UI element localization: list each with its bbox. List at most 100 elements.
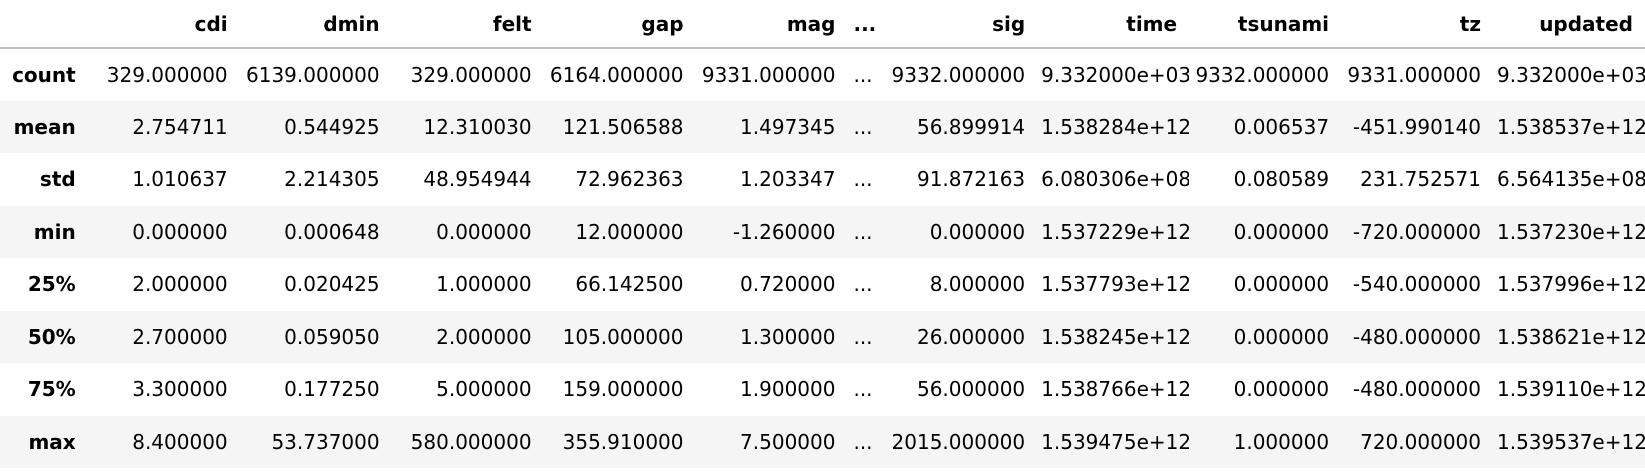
ellipsis-column-header: ... [847,0,886,49]
ellipsis-cell: ... [853,272,873,297]
table-cell: 5.000000 [436,377,532,402]
table-cell: 6.080306e+08 [1041,167,1190,192]
index-header [0,0,88,49]
table-cell: 0.544925 [284,114,380,139]
table-cell: 1.538537e+12 [1497,114,1645,139]
table-cell: 329.000000 [106,62,228,87]
row-label: 50% [27,324,76,349]
table-cell: 1.000000 [1233,429,1330,454]
table-cell: 56.899914 [916,114,1026,139]
table-cell: 9331.000000 [701,62,836,87]
table-cell: -451.990140 [1352,114,1481,139]
row-label: min [33,219,76,244]
table-cell: -540.000000 [1352,272,1481,297]
table-cell: 0.177250 [284,377,380,402]
table-cell: 0.720000 [740,272,836,297]
table-row: max 8.400000 53.737000 580.000000 355.910000… [0,415,1645,468]
table-row: mean 2.754711 0.544925 12.310030 121.506588 1… [0,100,1645,153]
row-label: std [39,167,76,192]
table-cell: 1.300000 [740,324,836,349]
table-cell: 0.000000 [132,219,228,244]
table-header: cdi dmin felt gap mag ... sig time tsuna… [0,0,1645,49]
table-cell: 1.900000 [740,377,836,402]
table-row: 50% 2.700000 0.059050 2.000000 105.000000 1.3… [0,310,1645,363]
table-cell: 0.006537 [1233,114,1330,139]
column-header: cdi [87,0,240,49]
table-cell: 48.954944 [423,167,532,192]
table-cell: 1.538766e+12 [1041,377,1190,402]
table-cell: 0.000000 [929,219,1026,244]
table-cell: 2.000000 [132,272,228,297]
table-row: 75% 3.300000 0.177250 5.000000 159.000000 1.9… [0,363,1645,416]
table-cell: 1.539110e+12 [1497,377,1645,402]
header-row: cdi dmin felt gap mag ... sig time tsuna… [0,0,1645,49]
column-header: mag [695,0,848,49]
table-cell: 2.754711 [132,114,228,139]
table-cell: 355.910000 [562,429,684,454]
table-row: std 1.010637 2.214305 48.954944 72.962363 1.2… [0,153,1645,206]
table-cell: 0.000000 [436,219,532,244]
table-cell: 91.872163 [916,167,1026,192]
table-cell: 0.000000 [1233,219,1330,244]
table-cell: -480.000000 [1352,324,1481,349]
table-cell: 1.203347 [740,167,836,192]
table-cell: 1.010637 [132,167,228,192]
table-cell: 0.000000 [1233,377,1330,402]
table-cell: -1.260000 [732,219,836,244]
table-cell: 0.059050 [284,324,380,349]
table-cell: 12.000000 [575,219,684,244]
ellipsis-cell: ... [853,62,873,87]
table-cell: 1.537230e+12 [1497,219,1645,244]
table-cell: 121.506588 [562,114,684,139]
table-cell: 7.500000 [740,429,836,454]
table-cell: 8.000000 [929,272,1026,297]
table-cell: 720.000000 [1360,429,1481,454]
row-label: max [28,429,76,454]
table-cell: 2015.000000 [891,429,1026,454]
column-header: felt [391,0,544,49]
table-cell: 1.000000 [436,272,532,297]
ellipsis-cell: ... [853,324,873,349]
column-header: sig [885,0,1038,49]
table-cell: 12.310030 [423,114,532,139]
ellipsis-cell: ... [853,167,873,192]
table-cell: 231.752571 [1360,167,1481,192]
ellipsis-cell: ... [853,114,873,139]
table-cell: 6139.000000 [246,62,380,87]
table-cell: 2.700000 [132,324,228,349]
table-cell: 1.539475e+12 [1041,429,1190,454]
ellipsis-cell: ... [853,429,873,454]
table-cell: 72.962363 [575,167,684,192]
table-cell: 1.537793e+12 [1041,272,1190,297]
table-cell: 580.000000 [410,429,532,454]
table-row: 25% 2.000000 0.020425 1.000000 66.142500 0.72… [0,258,1645,311]
column-header: time [1037,0,1190,49]
table-cell: 0.080589 [1233,167,1330,192]
row-label: count [12,62,76,87]
table-cell: 0.000000 [1233,272,1330,297]
table-cell: 1.538245e+12 [1041,324,1190,349]
table-cell: 53.737000 [271,429,380,454]
table-cell: 1.538621e+12 [1497,324,1645,349]
table-cell: 66.142500 [575,272,684,297]
table-cell: 2.000000 [436,324,532,349]
table-cell: 2.214305 [284,167,380,192]
table-cell: 159.000000 [562,377,684,402]
table-cell: 1.537996e+12 [1497,272,1645,297]
column-header: updated [1493,0,1645,49]
table-cell: 9.332000e+03 [1041,62,1190,87]
table-cell: 1.539537e+12 [1497,429,1645,454]
table-cell: 0.000648 [284,219,380,244]
table-cell: 3.300000 [132,377,228,402]
table-row: count 329.000000 6139.000000 329.000000 6164… [0,48,1645,101]
table-cell: 8.400000 [132,429,228,454]
table-row: min 0.000000 0.000648 0.000000 12.000000 -1.2… [0,205,1645,258]
row-label: 75% [27,377,76,402]
table-cell: 1.497345 [740,114,836,139]
table-cell: 6164.000000 [549,62,684,87]
table-cell: 1.538284e+12 [1041,114,1190,139]
column-header: dmin [239,0,392,49]
table-cell: 1.537229e+12 [1041,219,1190,244]
table-cell: 26.000000 [916,324,1026,349]
